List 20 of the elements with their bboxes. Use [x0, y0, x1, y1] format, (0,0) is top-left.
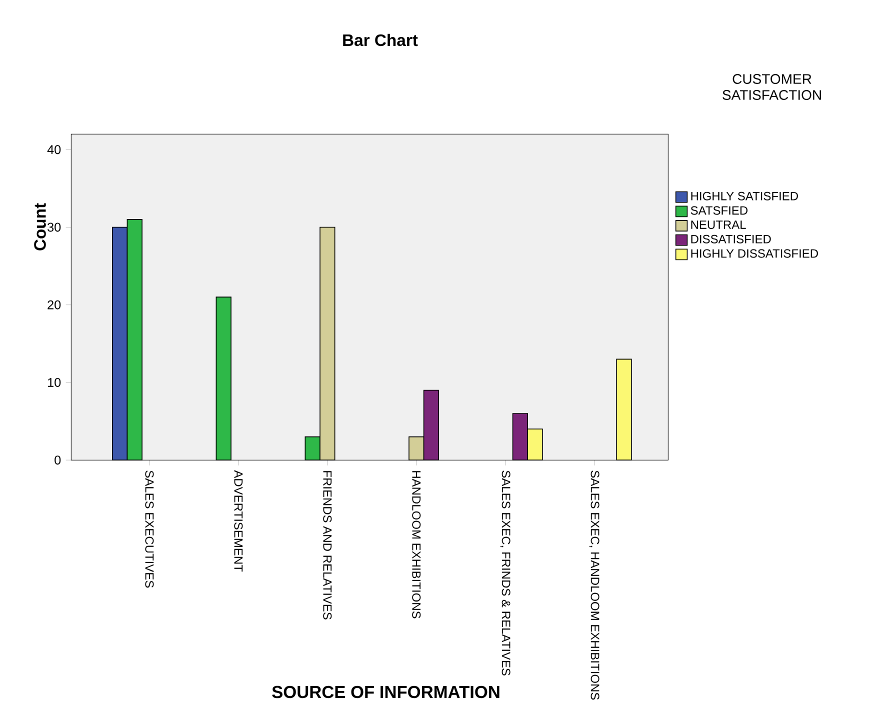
legend-label: HIGHLY DISSATISFIED	[691, 249, 818, 258]
legend-label: NEUTRAL	[691, 220, 746, 229]
y-tick-label: 30	[48, 222, 61, 232]
x-tick-label: SALES EXECUTIVES	[145, 470, 154, 588]
x-axis-title: SOURCE OF INFORMATION	[272, 686, 500, 698]
legend-label: SATSFIED	[690, 206, 748, 215]
y-axis-title: Count	[34, 203, 46, 250]
y-tick-label: 40	[47, 145, 61, 154]
legend-label: HIGHLY SATISFIED	[691, 192, 798, 200]
y-tick-label: 10	[48, 378, 61, 387]
x-tick-label: HANDLOOM EXHIBITIONS	[412, 471, 421, 618]
x-tick-label: SALES EXEC, FRINDS & RELATIVES	[500, 470, 510, 676]
chart-title: Bar Chart	[343, 34, 418, 46]
y-tick-label: 20	[48, 300, 61, 310]
x-tick-label: FRIENDS AND RELATIVES	[323, 471, 332, 620]
legend-title: CUSTOMER SATISFACTION	[722, 74, 821, 100]
x-tick-label: SALES EXEC, HANDLOOM EXHIBITIONS	[589, 470, 600, 700]
legend-label: DISSATISFIED	[691, 234, 771, 244]
x-tick-label: ADVERTISEMENT	[234, 470, 243, 572]
y-tick-label: 0	[54, 456, 61, 465]
